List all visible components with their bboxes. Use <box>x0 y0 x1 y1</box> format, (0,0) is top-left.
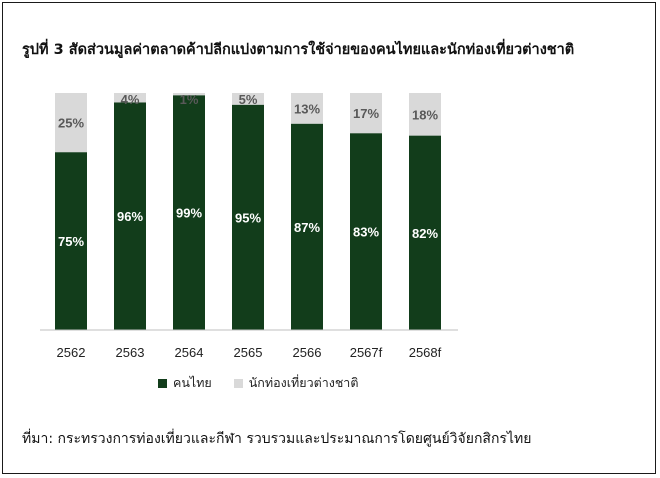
bars-group: 75% 25% 96% 4% 99% 1% 95% 5% 87% 13% 83% 17% 82% 18% <box>55 92 441 331</box>
bar-foreign-2568f <box>409 93 441 136</box>
bar-thai-2562 <box>55 152 87 330</box>
label-thai-2567f: 83% <box>353 225 379 240</box>
x-tick-2567f: 2567f <box>350 345 383 360</box>
label-thai-2566: 87% <box>294 220 320 235</box>
bar-foreign-2567f <box>350 93 382 134</box>
x-tick-2562: 2562 <box>57 345 86 360</box>
bar-thai-2565 <box>232 104 264 330</box>
legend-label-foreign: นักท่องเที่ยวต่างชาติ <box>248 375 359 390</box>
figure-frame <box>2 2 656 474</box>
x-tick-2563: 2563 <box>116 345 145 360</box>
label-thai-2568f: 82% <box>412 226 438 241</box>
label-foreign-2566: 13% <box>294 101 320 116</box>
x-tick-2565: 2565 <box>234 345 263 360</box>
x-tick-2564: 2564 <box>175 345 204 360</box>
label-thai-2564: 99% <box>176 206 202 221</box>
legend-item-foreign: นักท่องเที่ยวต่างชาติ <box>233 373 359 393</box>
x-tick-labels: 2562 2563 2564 2565 2566 2567f 2568f <box>57 345 442 360</box>
bar-foreign-2566 <box>291 93 323 124</box>
legend: คนไทย นักท่องเที่ยวต่างชาติ <box>158 374 380 392</box>
label-foreign-2563: 4% <box>121 92 140 107</box>
chart-title: รูปที่ 3 สัดส่วนมูลค่าตลาดค้าปลีกแบ่งตาม… <box>22 42 575 58</box>
bar-thai-2566 <box>291 123 323 330</box>
bar-foreign-2565 <box>232 93 264 105</box>
bar-thai-2567f <box>350 133 382 330</box>
bar-thai-2568f <box>409 135 441 330</box>
label-foreign-2562: 25% <box>58 116 84 131</box>
label-foreign-2565: 5% <box>239 92 258 107</box>
label-thai-2563: 96% <box>117 209 143 224</box>
label-foreign-2568f: 18% <box>412 107 438 122</box>
bar-thai-2564 <box>173 95 205 331</box>
source-note: ที่มา: กระทรวงการท่องเที่ยวและกีฬา รวบรว… <box>22 431 532 447</box>
legend-label-thai: คนไทย <box>173 375 212 390</box>
label-thai-2565: 95% <box>235 210 261 225</box>
label-foreign-2564: 1% <box>180 92 199 107</box>
legend-swatch-thai <box>158 378 167 388</box>
bar-foreign-2563 <box>114 93 146 103</box>
label-foreign-2567f: 17% <box>353 106 379 121</box>
x-tick-2566: 2566 <box>293 345 322 360</box>
x-tick-2568f: 2568f <box>409 345 442 360</box>
legend-swatch-foreign <box>233 378 243 388</box>
bar-foreign-2562 <box>55 93 87 153</box>
bar-foreign-2564 <box>173 93 205 96</box>
bar-thai-2563 <box>114 102 146 330</box>
label-thai-2562: 75% <box>58 234 84 249</box>
legend-item-thai: คนไทย <box>158 373 212 393</box>
